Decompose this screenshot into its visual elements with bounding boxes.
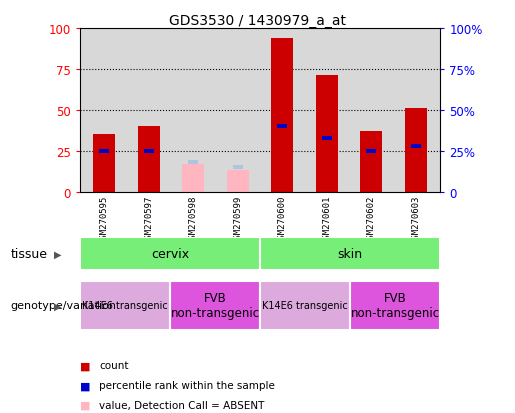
Bar xyxy=(350,281,440,330)
Text: ▶: ▶ xyxy=(54,301,62,311)
Text: count: count xyxy=(99,361,129,370)
Text: cervix: cervix xyxy=(151,247,189,261)
Bar xyxy=(360,132,383,192)
Text: value, Detection Call = ABSENT: value, Detection Call = ABSENT xyxy=(99,400,265,410)
Text: ■: ■ xyxy=(80,380,90,390)
Text: percentile rank within the sample: percentile rank within the sample xyxy=(99,380,276,390)
Text: ■: ■ xyxy=(80,361,90,370)
Bar xyxy=(233,166,243,170)
Bar xyxy=(260,281,350,330)
Bar xyxy=(227,171,249,192)
Bar xyxy=(99,149,109,153)
Text: FVB
non-transgenic: FVB non-transgenic xyxy=(170,292,260,320)
Bar xyxy=(277,125,287,129)
Bar xyxy=(316,76,338,192)
Bar xyxy=(405,109,427,192)
Bar xyxy=(80,281,170,330)
Text: ■: ■ xyxy=(80,400,90,410)
Text: K14E6 transgenic: K14E6 transgenic xyxy=(262,301,348,311)
Bar xyxy=(366,149,376,153)
Bar xyxy=(144,149,154,153)
Text: tissue: tissue xyxy=(10,247,47,261)
Text: skin: skin xyxy=(338,247,363,261)
Text: FVB
non-transgenic: FVB non-transgenic xyxy=(351,292,440,320)
Bar xyxy=(182,164,204,192)
Text: ▶: ▶ xyxy=(54,249,62,259)
Bar xyxy=(322,136,332,140)
Text: genotype/variation: genotype/variation xyxy=(10,301,116,311)
Bar xyxy=(93,135,115,192)
Text: GDS3530 / 1430979_a_at: GDS3530 / 1430979_a_at xyxy=(169,14,346,28)
Bar xyxy=(170,281,260,330)
Text: K14E6 transgenic: K14E6 transgenic xyxy=(82,301,168,311)
Bar xyxy=(138,127,160,192)
Bar xyxy=(260,237,440,271)
Bar xyxy=(271,39,294,192)
Bar xyxy=(411,144,421,148)
Bar xyxy=(188,161,198,165)
Bar xyxy=(80,237,260,271)
